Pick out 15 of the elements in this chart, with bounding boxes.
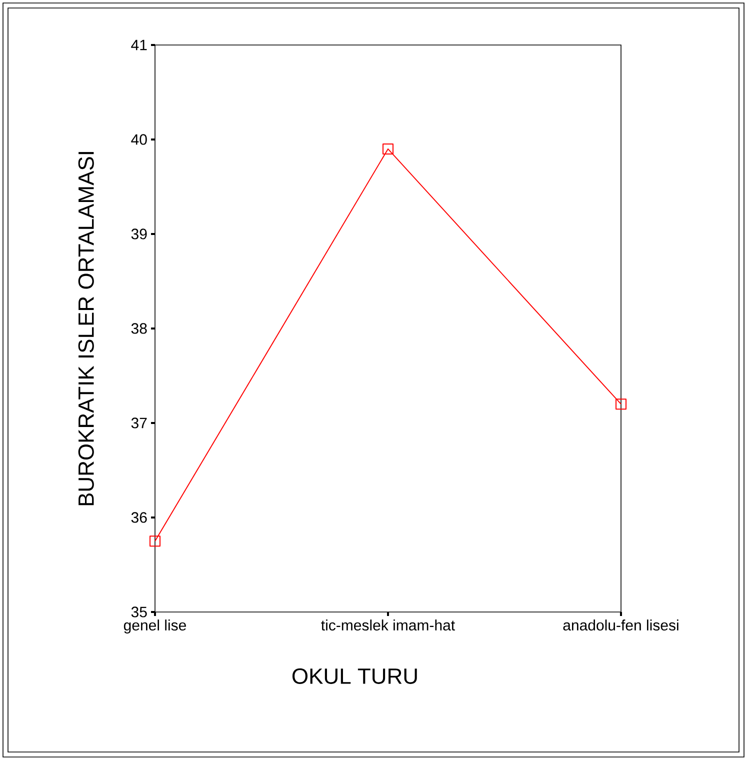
point [616,398,626,410]
y-tick-label: 38 [131,323,147,334]
x-tick-label: anadolu-fen lisesi [563,620,678,631]
x-axis-title: OKUL TURU [292,668,417,684]
x-tick-label: tic-meslek imam-hat [321,620,455,631]
y-tick-label: 36 [131,512,147,523]
x-tick-label: genel lise [124,620,186,634]
y-tick-label: 37 [131,418,147,428]
y-tick-label: 39 [131,228,147,240]
point [382,143,394,154]
point [150,536,160,547]
y-axis-title: BUROKRATIK ISLER ORTALAMASI [78,152,94,506]
y-tick-label: 40 [131,134,147,145]
y-tick-label: 35 [131,606,147,618]
y-tick-label: 41 [131,40,147,50]
